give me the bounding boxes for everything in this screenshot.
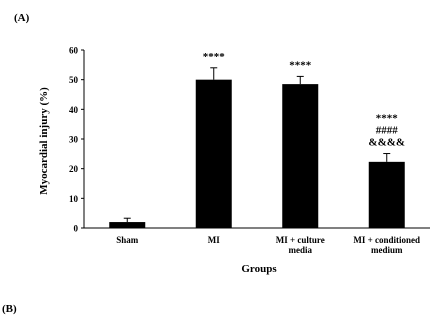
significance-label: ****	[289, 59, 312, 71]
panel-label-a: (A)	[14, 12, 30, 24]
y-tick-label: 20	[69, 164, 79, 174]
y-tick-label: 60	[69, 46, 79, 56]
x-tick-label: Sham	[116, 235, 139, 245]
significance-label: &&&&	[368, 137, 405, 149]
x-tick-label: medium	[371, 245, 403, 255]
y-axis-title: Myocardial injury (%)	[38, 87, 50, 195]
x-tick-label: MI + culture	[276, 235, 325, 245]
bar	[368, 161, 405, 228]
y-tick-label: 50	[69, 75, 79, 85]
y-tick-label: 0	[74, 224, 79, 234]
y-tick-label: 30	[69, 135, 79, 145]
bar	[282, 84, 319, 228]
significance-label: ****	[203, 51, 226, 63]
bar	[109, 222, 146, 228]
panel-label-b: (B)	[2, 303, 17, 315]
x-tick-label: media	[289, 245, 313, 255]
significance-label: ####	[376, 125, 399, 137]
x-tick-label: MI + conditioned	[353, 235, 420, 245]
x-tick-label: MI	[208, 235, 220, 245]
significance-label: ****	[376, 113, 399, 125]
y-tick-label: 40	[69, 105, 79, 115]
y-tick-label: 10	[69, 194, 79, 204]
x-axis-title: Groups	[241, 263, 277, 275]
bar	[195, 79, 232, 229]
